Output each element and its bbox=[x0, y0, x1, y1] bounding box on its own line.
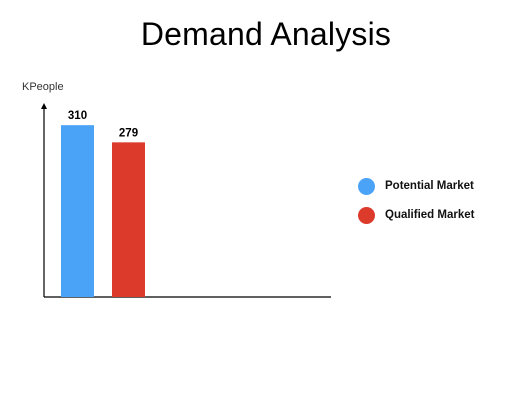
bar-qualified-market bbox=[112, 142, 145, 297]
data-label-qualified-market: 279 bbox=[119, 127, 138, 139]
legend-label-potential-market: Potential Market bbox=[385, 180, 474, 192]
y-axis-arrow bbox=[41, 103, 47, 109]
bars-group: 310 279 bbox=[61, 110, 145, 298]
legend-swatch-potential-market bbox=[358, 177, 375, 195]
legend-item-qualified-market: Qualified Market bbox=[358, 205, 474, 225]
legend-item-potential-market: Potential Market bbox=[358, 176, 474, 196]
bar-potential-market bbox=[61, 125, 94, 298]
y-axis-label: KPeople bbox=[22, 81, 64, 93]
chart-title: Demand Analysis bbox=[140, 16, 392, 52]
legend-label-qualified-market: Qualified Market bbox=[385, 209, 475, 221]
legend: Potential Market Qualified Market bbox=[358, 176, 474, 234]
legend-swatch-qualified-market bbox=[358, 206, 375, 224]
data-label-potential-market: 310 bbox=[68, 110, 87, 122]
